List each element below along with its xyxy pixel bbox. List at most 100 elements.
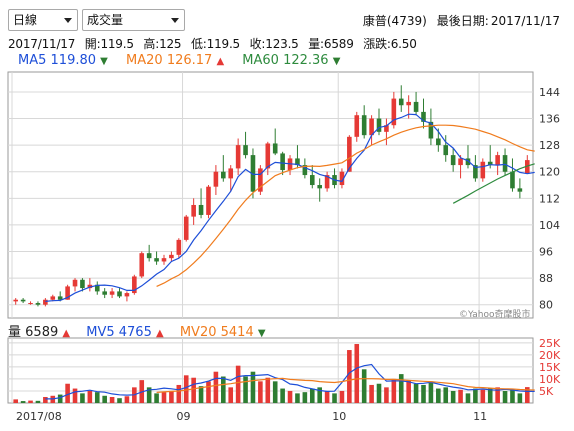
- price-tick-label: 144: [539, 86, 560, 99]
- candle-body: [450, 155, 456, 166]
- candle-body: [302, 165, 308, 176]
- indicator-select[interactable]: 成交量: [82, 9, 185, 31]
- candle-body: [309, 175, 315, 186]
- candle-body: [280, 153, 285, 171]
- volume-bar: [117, 398, 122, 403]
- price-tick-label: 120: [539, 166, 560, 179]
- candle-body: [428, 121, 434, 139]
- candle-body: [502, 155, 508, 172]
- candle-body: [43, 299, 48, 305]
- volume-bar: [265, 377, 271, 403]
- arrow-down-icon: ▼: [100, 56, 108, 67]
- candle-body: [191, 204, 196, 217]
- volume-bar: [154, 393, 159, 403]
- candle-body: [339, 171, 345, 186]
- volume-bar: [146, 387, 152, 403]
- volume-bar: [72, 388, 78, 403]
- volume-bar: [295, 393, 300, 403]
- price-tick-label: 136: [539, 113, 560, 126]
- candle-body: [102, 291, 107, 295]
- period-select-value: 日線: [13, 13, 38, 27]
- date-tick-label: 10: [332, 410, 346, 423]
- vol-value: 6589: [25, 325, 59, 340]
- volume-bar: [35, 400, 41, 403]
- candle-body: [65, 286, 70, 300]
- volume-bar: [361, 369, 367, 403]
- candle-body: [161, 258, 167, 262]
- volume-bar: [443, 387, 449, 403]
- volume-bar: [302, 392, 308, 403]
- volume-tick-label: 15K: [539, 361, 561, 374]
- price-tick-label: 80: [539, 299, 553, 312]
- candle-body: [94, 284, 100, 292]
- date-tick-label: 2017/08: [16, 410, 62, 423]
- ohlc-volume: 量:6589: [308, 37, 354, 51]
- mv20-line: [156, 377, 535, 393]
- ma5-legend: MA5 119.80 ▼: [18, 53, 108, 68]
- volume-bar: [65, 383, 70, 403]
- watermark: ©Yahoo奇摩股市: [459, 310, 531, 320]
- volume-bar: [228, 387, 234, 403]
- candle-body: [436, 138, 441, 146]
- volume-bar: [480, 389, 486, 403]
- price-tick-label: 96: [539, 246, 553, 259]
- volume-bar: [28, 400, 33, 403]
- volume-bar: [250, 371, 256, 403]
- candle-body: [473, 165, 478, 179]
- candle-body: [324, 175, 330, 189]
- volume-bar: [213, 371, 219, 403]
- ma20-value: 126.17: [166, 53, 213, 68]
- volume-bar: [161, 392, 167, 403]
- candle-body: [265, 143, 271, 169]
- ma5-value: 119.80: [50, 53, 97, 68]
- indicator-select-value: 成交量: [87, 13, 124, 27]
- candle-body: [413, 101, 419, 112]
- mv5-legend: MV5 4765 ▲: [86, 325, 163, 340]
- ma20-legend: MA20 126.17 ▲: [126, 53, 224, 68]
- candle-body: [109, 291, 115, 295]
- volume-bar: [169, 390, 174, 403]
- price-tick-label: 112: [539, 192, 560, 205]
- candle-body: [517, 188, 523, 192]
- mv20-legend: MV20 5414 ▼: [180, 325, 266, 340]
- price-tick-label: 104: [539, 219, 560, 232]
- ohlc-open: 開:119.5: [84, 37, 134, 51]
- ohlc-low: 低:119.5: [191, 37, 240, 51]
- volume-bar: [258, 381, 263, 403]
- volume-bar: [391, 378, 397, 403]
- period-select[interactable]: 日線: [8, 9, 78, 31]
- ma20-label: MA20: [126, 53, 163, 68]
- ohlc-readout: 2017/11/17 開:119.5 高:125 低:119.5 收:123.5…: [8, 35, 423, 52]
- candle-body: [124, 293, 130, 297]
- candle-body: [376, 118, 382, 132]
- volume-bar: [94, 392, 100, 403]
- candle-body: [465, 158, 471, 166]
- volume-bar: [347, 350, 352, 403]
- candle-body: [228, 168, 234, 179]
- volume-tick-label: 25K: [539, 337, 561, 350]
- candle-body: [235, 145, 241, 169]
- price-panel-frame: [7, 71, 534, 319]
- ma60-legend: MA60 122.36 ▼: [242, 53, 340, 68]
- chevron-down-icon: [64, 18, 72, 23]
- volume-bar: [124, 396, 130, 403]
- candle-body: [198, 204, 204, 215]
- vol-legend: 量 6589 ▲: [8, 325, 70, 340]
- arrow-up-icon: ▲: [156, 328, 164, 339]
- candle-body: [221, 171, 226, 179]
- volume-bar: [317, 387, 322, 403]
- volume-bar: [502, 390, 508, 403]
- candle-body: [250, 155, 256, 192]
- volume-bar: [428, 381, 434, 403]
- candle-body: [183, 216, 189, 240]
- volume-bar: [495, 387, 500, 403]
- stock-name: 康普(4739): [362, 14, 427, 28]
- ma-legend: MA5 119.80 ▼ MA20 126.17 ▲ MA60 122.36 ▼: [18, 53, 354, 68]
- mv5-line: [45, 363, 535, 400]
- ma5-line: [45, 113, 535, 302]
- candle-body: [154, 258, 159, 262]
- candle-body: [458, 158, 463, 166]
- volume-bar: [287, 390, 293, 403]
- ma60-label: MA60: [242, 53, 279, 68]
